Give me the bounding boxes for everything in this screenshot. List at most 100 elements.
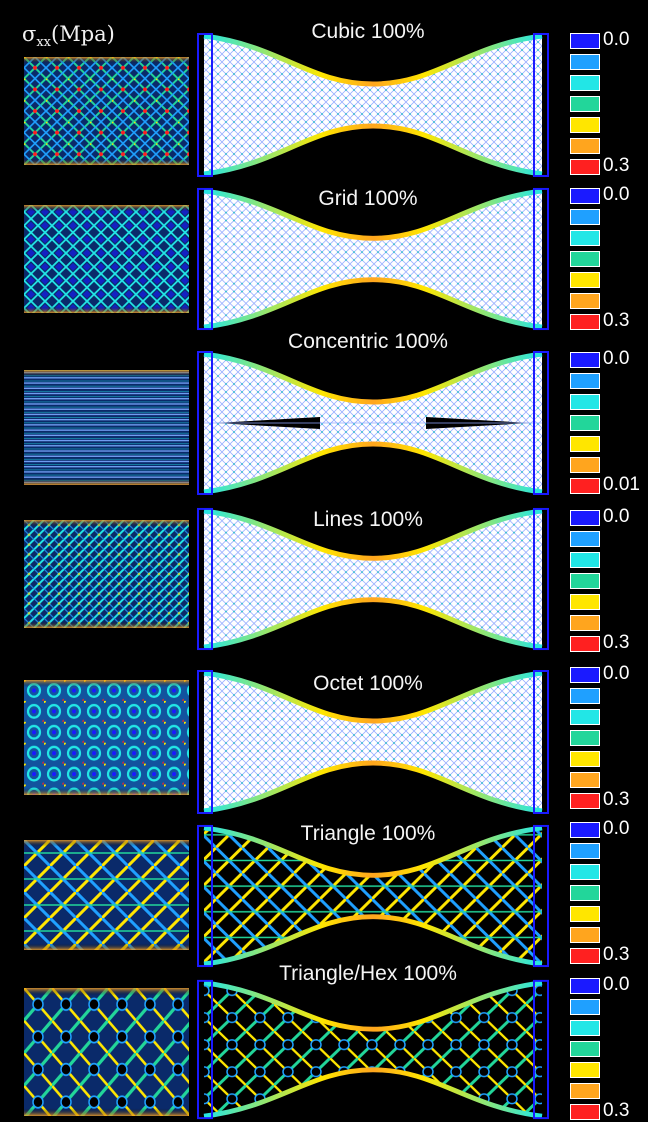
legend-swatch: [570, 709, 600, 725]
legend-max-label: 0.3: [603, 632, 630, 653]
legend-swatch: [570, 667, 600, 683]
legend-min-label: 0.0: [603, 818, 630, 839]
color-scale-legend: 0.0 0.01: [570, 348, 648, 505]
legend-swatch: [570, 209, 600, 225]
legend-swatch: [570, 251, 600, 267]
sigma-subscript: xx: [36, 35, 52, 51]
legend-swatch: [570, 573, 600, 589]
dogbone-specimen-graphic: [190, 30, 556, 180]
legend-swatch: [570, 478, 600, 494]
legend-swatch: [570, 552, 600, 568]
stress-unit: (Mpa): [51, 22, 115, 46]
legend-swatch: [570, 33, 600, 49]
dogbone-specimen-graphic: [190, 977, 556, 1122]
legend-max-label: 0.3: [603, 155, 630, 176]
legend-swatch: [570, 772, 600, 788]
legend-max-label: 0.3: [603, 944, 630, 965]
legend-max-label: 0.3: [603, 789, 630, 810]
legend-min-label: 0.0: [603, 663, 630, 684]
legend-swatch: [570, 272, 600, 288]
sigma-symbol: σ: [22, 22, 37, 46]
dogbone-specimen-image: [190, 185, 556, 333]
color-scale-legend: 0.0 0.3: [570, 663, 648, 820]
legend-swatch: [570, 615, 600, 631]
dogbone-specimen-graphic: [190, 667, 556, 817]
legend-min-label: 0.0: [603, 506, 630, 527]
legend-swatch: [570, 1020, 600, 1036]
legend-swatch: [570, 230, 600, 246]
color-scale-legend: 0.0 0.3: [570, 506, 648, 663]
dogbone-specimen-image: [190, 667, 556, 817]
infill-closeup-graphic: [24, 680, 189, 795]
legend-swatch: [570, 415, 600, 431]
legend-swatch: [570, 188, 600, 204]
legend-swatch: [570, 864, 600, 880]
infill-closeup-image: [24, 680, 189, 795]
legend-max-label: 0.01: [603, 474, 640, 495]
legend-swatch: [570, 159, 600, 175]
dogbone-specimen-image: [190, 505, 556, 653]
legend-swatch: [570, 927, 600, 943]
legend-swatch: [570, 352, 600, 368]
color-scale-legend: 0.0 0.3: [570, 818, 648, 975]
legend-swatch: [570, 793, 600, 809]
legend-swatch: [570, 751, 600, 767]
legend-swatch: [570, 1062, 600, 1078]
infill-closeup-image: [24, 840, 189, 950]
infill-closeup-image: [24, 57, 189, 165]
legend-min-label: 0.0: [603, 184, 630, 205]
legend-swatch: [570, 688, 600, 704]
color-scale-legend: 0.0 0.3: [570, 974, 648, 1131]
legend-swatch: [570, 457, 600, 473]
infill-closeup-image: [24, 988, 189, 1116]
infill-pattern-title: Octet 100%: [313, 672, 423, 695]
legend-swatch: [570, 314, 600, 330]
legend-swatch: [570, 531, 600, 547]
legend-swatch: [570, 843, 600, 859]
infill-closeup-graphic: [24, 57, 189, 165]
legend-swatch: [570, 1104, 600, 1120]
infill-pattern-title: Grid 100%: [318, 187, 418, 210]
infill-closeup-graphic: [24, 520, 189, 628]
dogbone-specimen-image: [190, 822, 556, 970]
infill-pattern-title: Triangle 100%: [300, 822, 436, 845]
legend-swatch: [570, 594, 600, 610]
legend-swatch: [570, 636, 600, 652]
legend-swatch: [570, 948, 600, 964]
legend-swatch: [570, 978, 600, 994]
infill-pattern-title: Lines 100%: [313, 508, 423, 531]
legend-min-label: 0.0: [603, 974, 630, 995]
legend-max-label: 0.3: [603, 1100, 630, 1121]
dogbone-specimen-graphic: [190, 505, 556, 653]
color-scale-legend: 0.0 0.3: [570, 29, 648, 186]
infill-closeup-graphic: [24, 370, 189, 485]
infill-closeup-graphic: [24, 988, 189, 1116]
legend-swatch: [570, 117, 600, 133]
legend-swatch: [570, 75, 600, 91]
legend-swatch: [570, 822, 600, 838]
infill-pattern-title: Cubic 100%: [311, 20, 425, 43]
legend-swatch: [570, 999, 600, 1015]
infill-closeup-graphic: [24, 205, 189, 313]
legend-swatch: [570, 885, 600, 901]
dogbone-specimen-graphic: [190, 185, 556, 333]
legend-swatch: [570, 138, 600, 154]
dogbone-specimen-image: [190, 977, 556, 1122]
infill-pattern-title: Concentric 100%: [288, 330, 448, 353]
infill-closeup-image: [24, 370, 189, 485]
legend-min-label: 0.0: [603, 348, 630, 369]
infill-closeup-image: [24, 205, 189, 313]
legend-min-label: 0.0: [603, 29, 630, 50]
legend-swatch: [570, 906, 600, 922]
infill-pattern-title: Triangle/Hex 100%: [279, 962, 457, 985]
legend-swatch: [570, 373, 600, 389]
dogbone-specimen-image: [190, 30, 556, 180]
legend-swatch: [570, 96, 600, 112]
legend-swatch: [570, 54, 600, 70]
color-scale-legend: 0.0 0.3: [570, 184, 648, 341]
infill-closeup-image: [24, 520, 189, 628]
legend-max-label: 0.3: [603, 310, 630, 331]
dogbone-specimen-graphic: [190, 348, 556, 498]
dogbone-specimen-image: [190, 348, 556, 498]
